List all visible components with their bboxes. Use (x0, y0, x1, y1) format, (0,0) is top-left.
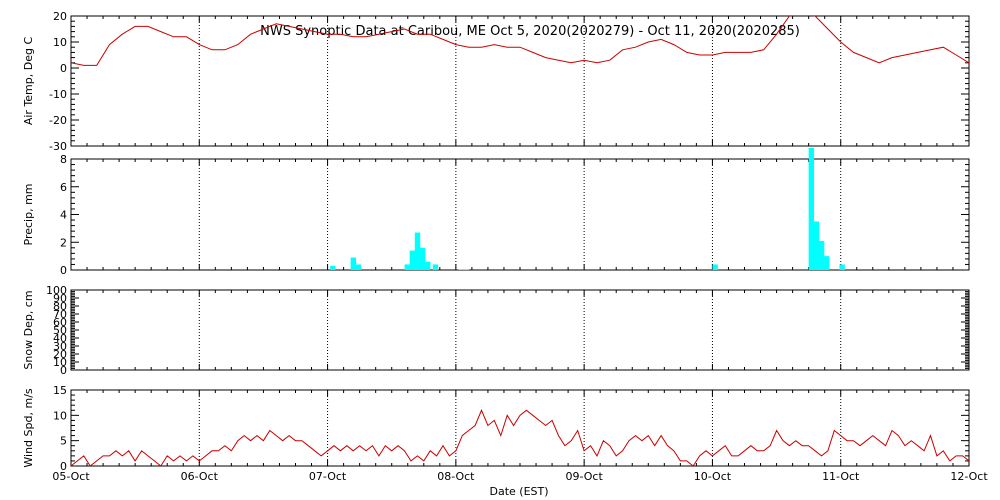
panel-frame (70, 158, 970, 271)
y-tick-label: 80 (53, 300, 67, 313)
y-tick-label: 5 (60, 435, 67, 448)
y-tick-label: 10 (53, 356, 67, 369)
series-line-wind (71, 409, 969, 466)
precip-bar (712, 264, 718, 270)
series-line-temp (71, 16, 969, 66)
precip-bar (419, 247, 426, 270)
y-tick-label: 70 (53, 308, 67, 321)
x-tick-label: 10-Oct (694, 470, 732, 483)
panel-wind: 0 5 10 15 Wind Spd, m/s (22, 384, 970, 473)
y-tick-label: -20 (49, 114, 67, 127)
y-tick-label: 50 (53, 324, 67, 337)
y-tick-label: 2 (60, 236, 67, 249)
y-tick-label: -30 (49, 140, 67, 153)
y-axis-label-snow: Snow Dep, cm (22, 290, 35, 369)
y-tick-label: 90 (53, 292, 67, 305)
x-tick-label: 06-Oct (181, 470, 219, 483)
y-tick-label: 8 (60, 153, 67, 166)
y-tick-label: 40 (53, 332, 67, 345)
y-axis-label-precip: Precip, mm (22, 184, 35, 246)
precip-bar (414, 232, 421, 270)
y-tick-label: 10 (53, 36, 67, 49)
y-tick-label: 30 (53, 340, 67, 353)
panel-frame (70, 289, 970, 371)
y-tick-label: 0 (60, 364, 67, 377)
chart-title: NWS Synoptic Data at Caribou, ME Oct 5, … (260, 24, 800, 39)
y-axis-label-temp: Air Temp, Deg C (22, 37, 35, 126)
precip-bar (818, 240, 825, 270)
precip-bar (425, 261, 431, 270)
y-tick-label: 20 (53, 10, 67, 23)
y-axis-label-wind: Wind Spd, m/s (22, 388, 35, 468)
y-tick-label: -10 (49, 88, 67, 101)
y-tick-label: 100 (46, 284, 67, 297)
panel-temp: -30 -20 -10 0 10 20 Air Temp, Deg C (22, 10, 970, 153)
y-tick-label: 0 (60, 460, 67, 473)
precip-bar (808, 147, 815, 270)
precip-bar (839, 264, 845, 270)
precip-bar (463, 269, 469, 270)
precip-bar (432, 264, 439, 270)
precip-bar (824, 256, 830, 270)
precip-bar (409, 250, 416, 270)
precip-bar (458, 269, 464, 270)
y-tick-label: 10 (53, 409, 67, 422)
precip-bar (813, 221, 820, 270)
y-tick-label: 6 (60, 181, 67, 194)
precip-bar (350, 257, 357, 270)
y-tick-label: 0 (60, 264, 67, 277)
y-tick-label: 0 (60, 62, 67, 75)
x-tick-label: 05-Oct (52, 470, 90, 483)
y-tick-label: 20 (53, 348, 67, 361)
x-tick-label: 08-Oct (437, 470, 475, 483)
x-tick-label: 09-Oct (565, 470, 603, 483)
x-tick-label: 12-Oct (950, 470, 988, 483)
x-tick-label: 07-Oct (309, 470, 347, 483)
precip-bar (404, 264, 410, 270)
y-tick-label: 4 (60, 209, 67, 222)
x-axis-label: Date (EST) (489, 485, 548, 498)
panel-precip: 0 2 4 6 8 Precip, mm (22, 147, 970, 277)
panel-frame (70, 389, 970, 467)
x-tick-label: 11-Oct (822, 470, 860, 483)
precip-bar (330, 265, 336, 270)
y-tick-label: 15 (53, 384, 67, 397)
precip-bar (355, 264, 362, 270)
y-tick-label: 60 (53, 316, 67, 329)
